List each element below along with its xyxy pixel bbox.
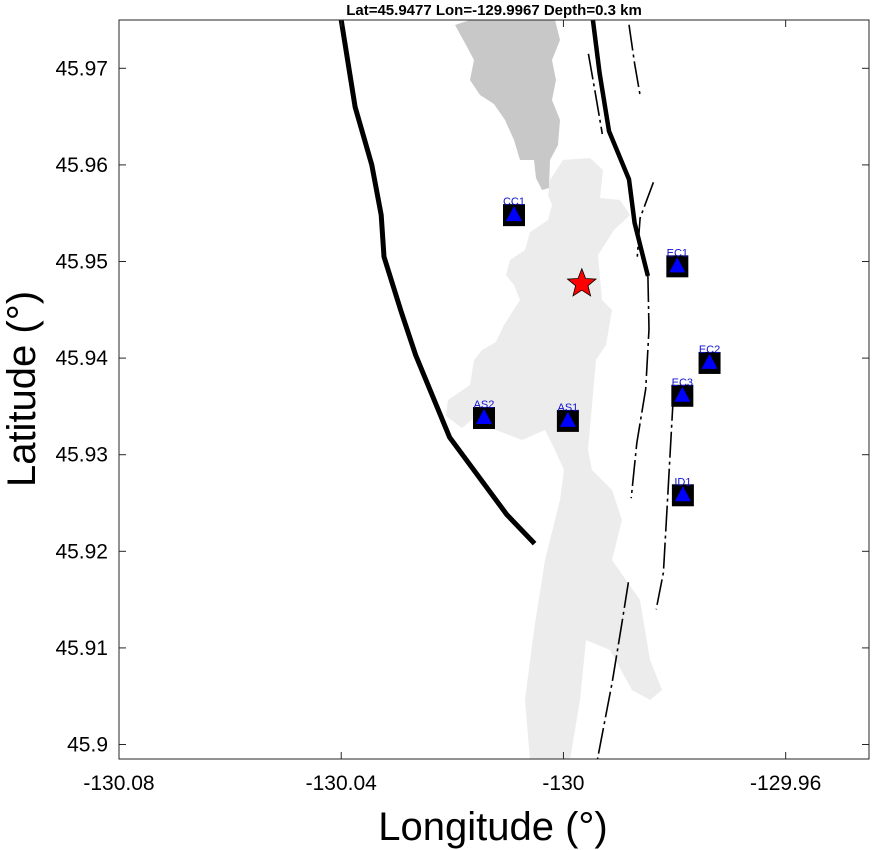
bathymetric-lines [338,20,675,759]
station-triangle [701,353,718,369]
y-tick-label: 45.94 [55,347,108,370]
station-label: AS2 [474,399,495,411]
lava-flow-light [500,355,540,380]
y-tick-label: 45.91 [55,637,108,660]
y-tick-label: 45.95 [55,251,108,274]
station-triangle [674,386,691,402]
fissure-line [636,182,655,257]
fissure-line [587,53,604,135]
station-label: CC1 [503,196,525,208]
station-label: EC2 [699,344,720,356]
stations: CC1 EC1 EC2 EC3 AS2 AS1 ID1 [473,196,721,507]
station-triangle [559,411,576,427]
y-axis-title: Latitude (°) [0,291,44,487]
plot-area: CC1 EC1 EC2 EC3 AS2 AS1 ID1 [338,20,721,759]
y-tick-label: 45.92 [55,540,108,563]
lava-flows [446,20,662,759]
fissure-line [630,275,650,499]
x-tick-label: -130.04 [306,772,378,795]
station-label: EC1 [667,247,688,259]
fissure-line [596,582,630,759]
y-tick-label: 45.97 [55,57,108,80]
station-triangle [669,257,686,273]
station-label: AS1 [557,402,578,414]
station-triangle [506,206,522,222]
lava-flow-light [578,300,596,350]
y-tick-label: 45.9 [67,734,108,757]
caldera-wall-east [590,20,651,277]
lava-flow-dark [455,20,560,190]
x-tick-label: -130 [542,772,584,795]
plot-frame [118,19,870,760]
x-tick-label: -130.08 [83,772,154,795]
x-axis: -130.08 -130.04 -130 -129.96 [83,20,821,795]
fissure-line [628,24,641,96]
fissure-line [655,394,675,610]
lava-flow-light [446,158,662,759]
y-tick-label: 45.96 [55,154,108,177]
event-layer [566,267,598,297]
x-tick-label: -129.96 [750,772,821,795]
y-tick-label: 45.93 [55,444,108,467]
station-label: ID1 [674,476,691,488]
station-triangle [476,408,492,424]
x-axis-title: Longitude (°) [378,805,607,849]
station-triangle [674,486,691,502]
station-label: EC3 [672,377,693,389]
y-axis: 45.9 45.91 45.92 45.93 45.94 45.95 45.96 45.97 [55,57,869,757]
caldera-wall-west [338,20,537,546]
event-star [566,267,598,297]
chart-title: Lat=45.9477 Lon=-129.9967 Depth=0.3 km [346,2,642,19]
